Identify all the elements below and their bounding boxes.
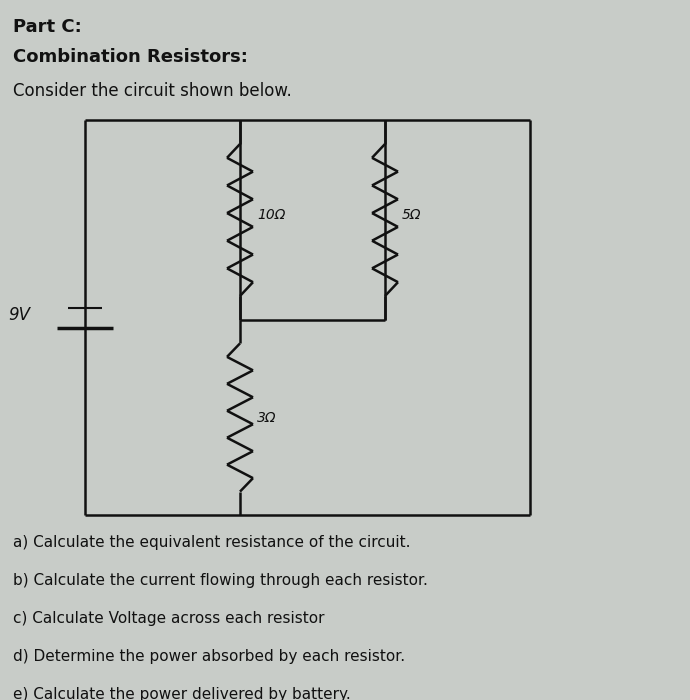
Text: 3Ω: 3Ω <box>257 410 277 424</box>
Text: 10Ω: 10Ω <box>257 208 286 222</box>
Text: Combination Resistors:: Combination Resistors: <box>13 48 248 66</box>
Text: d) Determine the power absorbed by each resistor.: d) Determine the power absorbed by each … <box>13 649 405 664</box>
Text: Part C:: Part C: <box>13 18 81 36</box>
Text: Consider the circuit shown below.: Consider the circuit shown below. <box>13 82 292 100</box>
Text: e) Calculate the power delivered by battery.: e) Calculate the power delivered by batt… <box>13 687 351 700</box>
Text: a) Calculate the equivalent resistance of the circuit.: a) Calculate the equivalent resistance o… <box>13 535 411 550</box>
Text: 9V: 9V <box>8 307 30 325</box>
Text: b) Calculate the current flowing through each resistor.: b) Calculate the current flowing through… <box>13 573 428 588</box>
Text: 5Ω: 5Ω <box>402 208 422 222</box>
Text: c) Calculate Voltage across each resistor: c) Calculate Voltage across each resisto… <box>13 611 324 626</box>
